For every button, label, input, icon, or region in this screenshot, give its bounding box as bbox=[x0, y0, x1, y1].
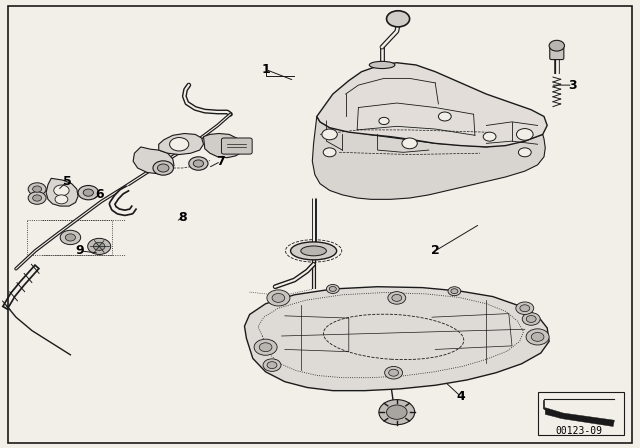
Circle shape bbox=[157, 164, 169, 172]
Circle shape bbox=[33, 195, 42, 201]
Polygon shape bbox=[312, 116, 545, 199]
Circle shape bbox=[28, 183, 46, 195]
Circle shape bbox=[388, 292, 406, 304]
Circle shape bbox=[385, 366, 403, 379]
Circle shape bbox=[263, 359, 281, 371]
FancyBboxPatch shape bbox=[550, 47, 564, 60]
Circle shape bbox=[549, 40, 564, 51]
Circle shape bbox=[531, 332, 544, 341]
Circle shape bbox=[387, 11, 410, 27]
Circle shape bbox=[272, 293, 285, 302]
Circle shape bbox=[402, 138, 417, 149]
Circle shape bbox=[54, 185, 69, 196]
Circle shape bbox=[93, 242, 105, 250]
Circle shape bbox=[170, 138, 189, 151]
Circle shape bbox=[83, 189, 93, 196]
Circle shape bbox=[259, 343, 272, 352]
Circle shape bbox=[153, 161, 173, 175]
Polygon shape bbox=[244, 287, 549, 391]
FancyBboxPatch shape bbox=[221, 138, 252, 154]
Text: 7: 7 bbox=[216, 155, 225, 168]
Text: 9: 9 bbox=[76, 244, 84, 258]
Polygon shape bbox=[204, 134, 244, 158]
Text: 6: 6 bbox=[95, 188, 104, 202]
Circle shape bbox=[518, 148, 531, 157]
Ellipse shape bbox=[301, 246, 326, 256]
Circle shape bbox=[267, 290, 290, 306]
Text: 2: 2 bbox=[431, 244, 440, 258]
Circle shape bbox=[189, 157, 208, 170]
Circle shape bbox=[526, 329, 549, 345]
Polygon shape bbox=[545, 408, 614, 426]
Circle shape bbox=[379, 117, 389, 125]
Circle shape bbox=[483, 132, 496, 141]
Circle shape bbox=[28, 192, 46, 204]
Circle shape bbox=[392, 294, 402, 302]
Text: 4: 4 bbox=[456, 390, 465, 403]
Circle shape bbox=[330, 287, 337, 292]
Circle shape bbox=[267, 362, 277, 369]
Ellipse shape bbox=[369, 61, 395, 69]
Circle shape bbox=[526, 315, 536, 323]
Circle shape bbox=[33, 186, 42, 192]
Polygon shape bbox=[133, 147, 174, 174]
Circle shape bbox=[387, 405, 407, 419]
Circle shape bbox=[522, 313, 540, 325]
Circle shape bbox=[322, 129, 337, 140]
Ellipse shape bbox=[291, 242, 337, 260]
Circle shape bbox=[516, 302, 534, 314]
Text: 00123-09: 00123-09 bbox=[556, 426, 603, 436]
Circle shape bbox=[323, 148, 336, 157]
Polygon shape bbox=[317, 63, 547, 147]
Text: 5: 5 bbox=[63, 175, 72, 188]
Circle shape bbox=[88, 238, 111, 254]
Circle shape bbox=[520, 305, 530, 312]
Polygon shape bbox=[46, 178, 78, 206]
Bar bbox=[538, 392, 624, 435]
Polygon shape bbox=[159, 134, 204, 155]
Circle shape bbox=[65, 234, 76, 241]
Circle shape bbox=[55, 195, 68, 204]
Circle shape bbox=[438, 112, 451, 121]
Circle shape bbox=[78, 185, 99, 200]
Circle shape bbox=[379, 400, 415, 425]
Circle shape bbox=[451, 289, 458, 294]
Circle shape bbox=[388, 369, 399, 376]
Circle shape bbox=[193, 160, 204, 167]
Circle shape bbox=[254, 339, 277, 355]
Circle shape bbox=[448, 287, 461, 296]
Text: 3: 3 bbox=[568, 78, 577, 92]
Text: 1: 1 bbox=[261, 63, 270, 76]
Text: 8: 8 bbox=[178, 211, 187, 224]
Circle shape bbox=[326, 284, 339, 293]
Circle shape bbox=[60, 230, 81, 245]
Circle shape bbox=[516, 129, 533, 140]
